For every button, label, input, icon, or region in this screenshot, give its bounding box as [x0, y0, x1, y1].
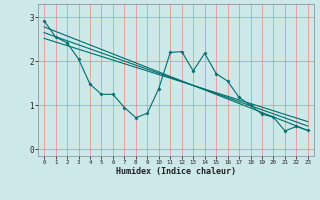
- X-axis label: Humidex (Indice chaleur): Humidex (Indice chaleur): [116, 167, 236, 176]
